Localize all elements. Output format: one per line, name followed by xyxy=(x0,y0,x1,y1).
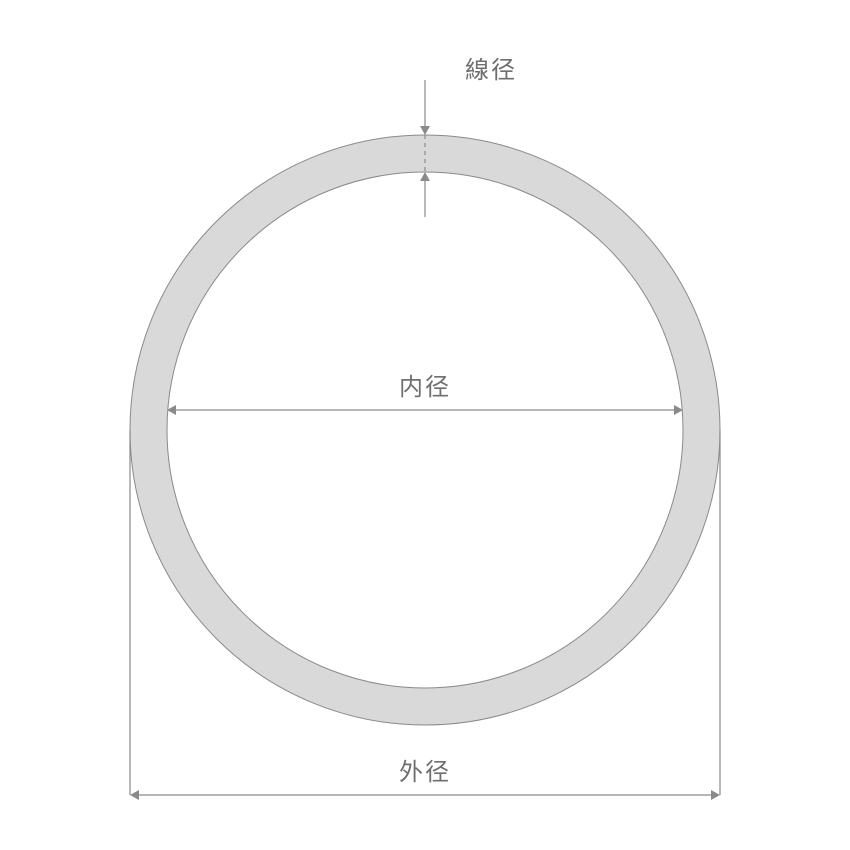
ring-shape xyxy=(130,135,720,725)
arrowhead xyxy=(420,126,430,135)
arrowhead xyxy=(420,172,430,181)
arrowhead xyxy=(130,790,139,800)
wire-diameter-label: 線径 xyxy=(465,57,517,84)
outer-diameter-label: 外径 xyxy=(399,759,451,786)
inner-diameter-label: 内径 xyxy=(399,374,451,401)
ring-dimension-diagram: 線径内径外径 xyxy=(0,0,850,850)
arrowhead xyxy=(711,790,720,800)
